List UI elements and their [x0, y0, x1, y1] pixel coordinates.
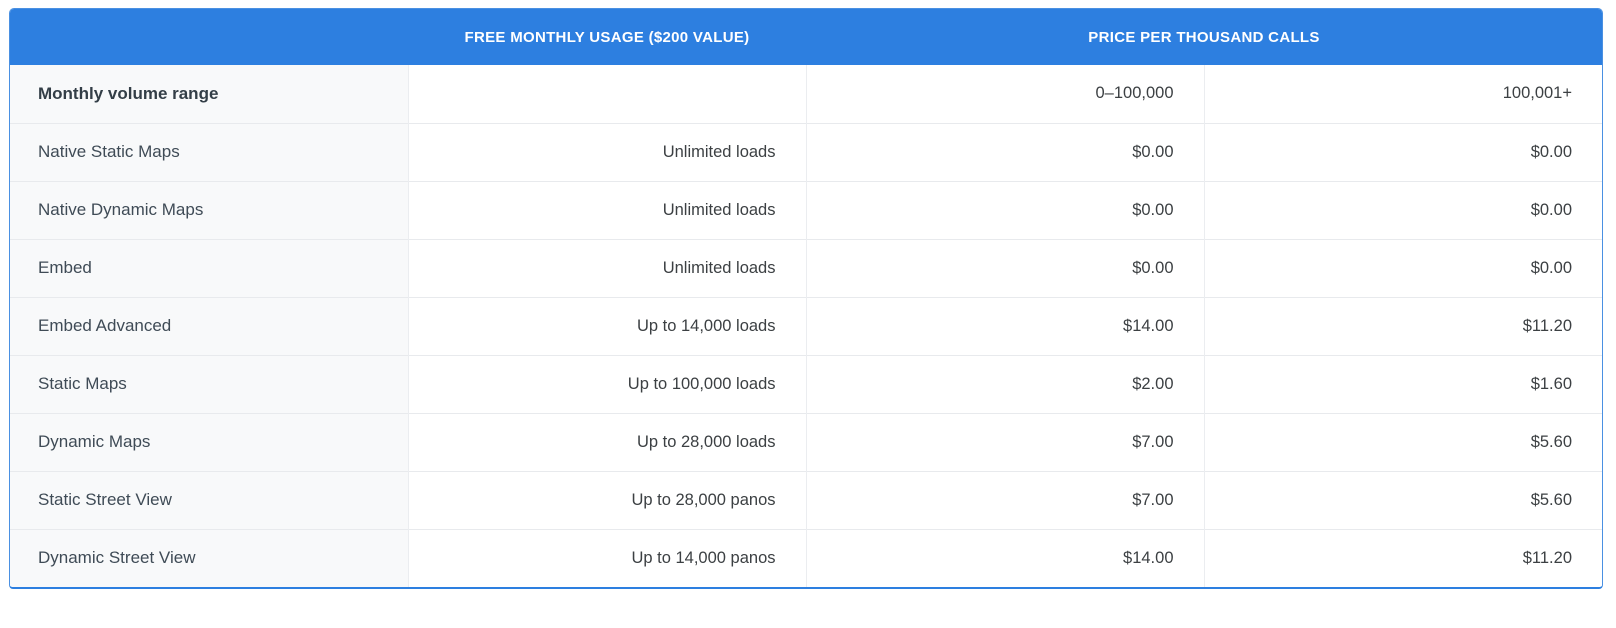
header-price-per-thousand-calls: PRICE PER THOUSAND CALLS: [806, 9, 1602, 65]
usage-cell: Up to 28,000 panos: [407, 470, 806, 529]
table-row-monthly-volume-range: Monthly volume range 0–100,000 100,001+: [10, 65, 1602, 123]
usage-cell: Up to 28,000 loads: [407, 412, 806, 471]
tier1-cell: $2.00: [805, 354, 1204, 413]
usage-cell: Up to 14,000 panos: [407, 528, 806, 587]
row-label: Embed Advanced: [10, 296, 408, 355]
usage-cell: Unlimited loads: [407, 238, 806, 297]
usage-cell: Unlimited loads: [407, 180, 806, 239]
table-row-native-static-maps: Native Static Maps Unlimited loads $0.00…: [10, 122, 1602, 181]
pricing-table-container: FREE MONTHLY USAGE ($200 VALUE) PRICE PE…: [9, 8, 1603, 589]
row-label: Static Maps: [10, 354, 408, 413]
tier2-cell: $0.00: [1203, 180, 1602, 239]
tier2-cell: $5.60: [1203, 470, 1602, 529]
row-label: Embed: [10, 238, 408, 297]
header-row: FREE MONTHLY USAGE ($200 VALUE) PRICE PE…: [10, 9, 1602, 65]
tier1-cell: $0.00: [805, 238, 1204, 297]
tier1-cell: $14.00: [805, 528, 1204, 587]
header-empty-cell: [10, 9, 408, 65]
table-row-native-dynamic-maps: Native Dynamic Maps Unlimited loads $0.0…: [10, 180, 1602, 239]
usage-cell: Up to 100,000 loads: [407, 354, 806, 413]
table-row-embed: Embed Unlimited loads $0.00 $0.00: [10, 238, 1602, 297]
tier2-cell: $11.20: [1203, 296, 1602, 355]
table-row-embed-advanced: Embed Advanced Up to 14,000 loads $14.00…: [10, 296, 1602, 355]
row-label: Monthly volume range: [10, 65, 408, 123]
tier2-cell: $0.00: [1203, 238, 1602, 297]
row-label: Static Street View: [10, 470, 408, 529]
tier1-cell: $14.00: [805, 296, 1204, 355]
tier1-cell: 0–100,000: [805, 65, 1204, 123]
table-row-static-maps: Static Maps Up to 100,000 loads $2.00 $1…: [10, 354, 1602, 413]
pricing-table: FREE MONTHLY USAGE ($200 VALUE) PRICE PE…: [10, 9, 1602, 587]
usage-cell: Unlimited loads: [407, 122, 806, 181]
row-label: Native Dynamic Maps: [10, 180, 408, 239]
row-label: Dynamic Maps: [10, 412, 408, 471]
usage-cell: Up to 14,000 loads: [407, 296, 806, 355]
table-row-static-street-view: Static Street View Up to 28,000 panos $7…: [10, 470, 1602, 529]
tier1-cell: $0.00: [805, 180, 1204, 239]
tier2-cell: $11.20: [1203, 528, 1602, 587]
tier2-cell: 100,001+: [1203, 65, 1602, 123]
table-row-dynamic-maps: Dynamic Maps Up to 28,000 loads $7.00 $5…: [10, 412, 1602, 471]
row-label: Native Static Maps: [10, 122, 408, 181]
tier2-cell: $1.60: [1203, 354, 1602, 413]
table-row-dynamic-street-view: Dynamic Street View Up to 14,000 panos $…: [10, 528, 1602, 587]
tier1-cell: $7.00: [805, 412, 1204, 471]
usage-cell: [407, 65, 806, 123]
page: FREE MONTHLY USAGE ($200 VALUE) PRICE PE…: [0, 8, 1616, 628]
tier2-cell: $5.60: [1203, 412, 1602, 471]
tier1-cell: $0.00: [805, 122, 1204, 181]
row-label: Dynamic Street View: [10, 528, 408, 587]
tier1-cell: $7.00: [805, 470, 1204, 529]
header-free-monthly-usage: FREE MONTHLY USAGE ($200 VALUE): [408, 9, 806, 65]
tier2-cell: $0.00: [1203, 122, 1602, 181]
